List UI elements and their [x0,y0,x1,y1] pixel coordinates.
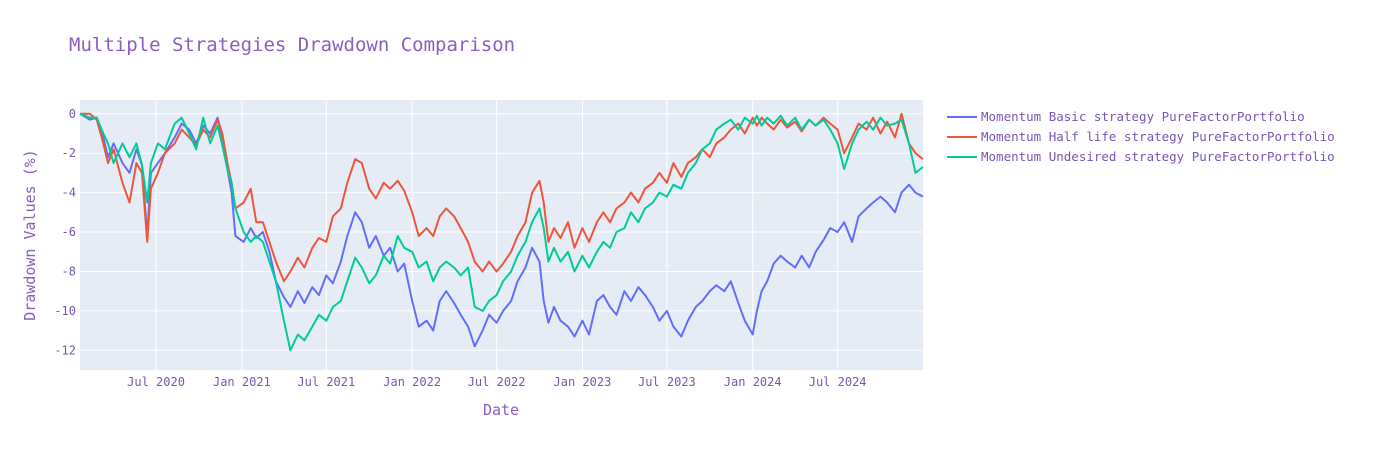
x-tick-label: Jan 2022 [383,375,441,389]
legend-item-3[interactable]: Momentum Undesired strategy PureFactorPo… [947,149,1335,164]
y-tick-label: -8 [62,264,76,278]
x-tick-label: Jul 2024 [809,375,867,389]
x-tick-label: Jul 2020 [127,375,185,389]
legend-label: Momentum Basic strategy PureFactorPortfo… [981,109,1305,124]
x-tick-label: Jan 2024 [724,375,782,389]
legend-label: Momentum Half life strategy PureFactorPo… [981,129,1335,144]
x-axis-title: Date [483,401,519,419]
y-tick-label: -6 [62,225,76,239]
y-tick-label: 0 [69,107,76,121]
legend-item-2[interactable]: Momentum Half life strategy PureFactorPo… [947,129,1335,144]
x-tick-label: Jul 2021 [297,375,355,389]
legend-item-1[interactable]: Momentum Basic strategy PureFactorPortfo… [947,109,1305,124]
x-tick-label: Jul 2022 [468,375,526,389]
y-tick-label: -10 [54,304,76,318]
x-tick-label: Jan 2023 [554,375,612,389]
legend[interactable]: Momentum Basic strategy PureFactorPortfo… [947,109,1335,164]
y-tick-label: -2 [62,146,76,160]
plot-area[interactable] [80,100,923,370]
x-tick-label: Jan 2021 [213,375,271,389]
y-axis-ticks: 0 -2 -4 -6 -8 -10 -12 [54,107,76,357]
y-axis-title: Drawdown Values (%) [21,149,39,321]
legend-label: Momentum Undesired strategy PureFactorPo… [981,149,1335,164]
x-axis-ticks: Jul 2020 Jan 2021 Jul 2021 Jan 2022 Jul 2022… [127,375,866,389]
chart-title: Multiple Strategies Drawdown Comparison [69,34,515,56]
y-tick-label: -12 [54,343,76,357]
y-tick-label: -4 [62,186,76,200]
x-tick-label: Jul 2023 [638,375,696,389]
